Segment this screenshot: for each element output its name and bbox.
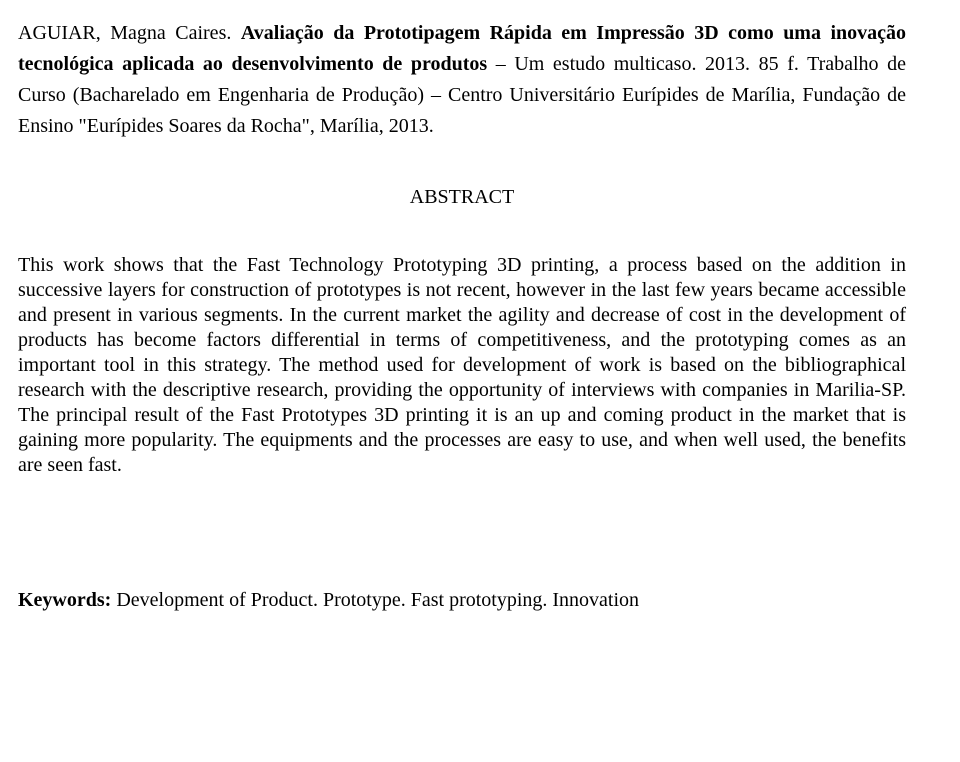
author-surname: AGUIAR, — [18, 22, 110, 44]
citation-block: AGUIAR, Magna Caires. Avaliação da Proto… — [18, 18, 906, 142]
keywords-label: Keywords: — [18, 589, 116, 611]
keywords-text: Development of Product. Prototype. Fast … — [116, 589, 639, 611]
author-rest: Magna Caires. — [110, 22, 241, 44]
abstract-heading: ABSTRACT — [18, 186, 906, 209]
document-page: AGUIAR, Magna Caires. Avaliação da Proto… — [0, 0, 960, 631]
abstract-body: This work shows that the Fast Technology… — [18, 253, 906, 478]
keywords-line: Keywords: Development of Product. Protot… — [18, 588, 906, 613]
